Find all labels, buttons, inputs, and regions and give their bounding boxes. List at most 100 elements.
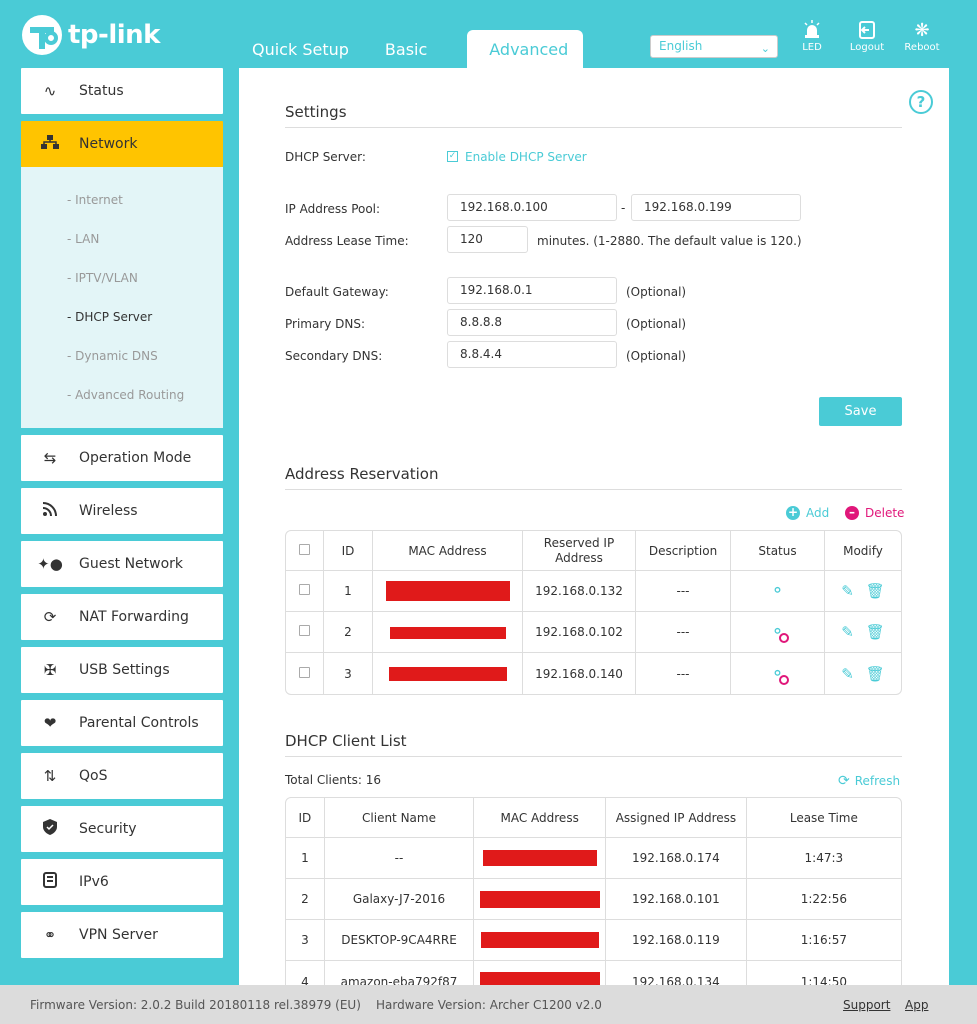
led-label: LED xyxy=(802,42,822,53)
lease-time-input[interactable]: 120 xyxy=(447,226,528,253)
sidebar-item-network[interactable]: Network xyxy=(21,121,223,167)
logout-button[interactable]: Logout xyxy=(843,20,891,53)
edit-icon[interactable]: ✎ xyxy=(841,623,854,641)
sub-item-dhcp-server[interactable]: - DHCP Server xyxy=(67,310,153,324)
row-lease-time: 1:47:3 xyxy=(746,838,901,879)
sidebar-item-ipv6[interactable]: IPv6 xyxy=(21,859,223,905)
enable-dhcp-checkbox[interactable]: ✓ xyxy=(447,151,458,162)
sidebar-item-label: Parental Controls xyxy=(79,715,199,731)
primary-dns-input[interactable]: 8.8.8.8 xyxy=(447,309,617,336)
redacted-mac xyxy=(389,626,506,639)
select-all-checkbox-cell[interactable] xyxy=(286,531,324,571)
select-all-checkbox[interactable] xyxy=(299,543,310,555)
ipv6-icon xyxy=(21,872,79,892)
trash-icon[interactable]: 🗑 xyxy=(865,582,885,600)
sidebar-item-guest-network[interactable]: ✦● Guest Network xyxy=(21,541,223,587)
row-id: 4 xyxy=(286,961,325,985)
column-header: MAC Address xyxy=(373,531,523,571)
primary-dns-label: Primary DNS: xyxy=(285,317,366,331)
wireless-icon xyxy=(21,502,79,520)
tab-quick-setup[interactable]: Quick Setup xyxy=(252,40,349,59)
column-header: Description xyxy=(636,531,731,571)
row-id: 1 xyxy=(286,838,325,879)
add-button[interactable]: + Add xyxy=(786,506,829,520)
tab-basic[interactable]: Basic xyxy=(384,40,428,59)
row-checkbox[interactable] xyxy=(299,666,310,678)
led-button[interactable]: LED xyxy=(788,20,836,53)
sidebar-item-status[interactable]: ∿ Status xyxy=(21,68,223,114)
minus-icon: – xyxy=(845,506,859,520)
default-gateway-input[interactable]: 192.168.0.1 xyxy=(447,277,617,304)
status-disabled-icon[interactable]: ⚬ xyxy=(770,622,789,643)
row-client-name: amazon-eba792f87 xyxy=(325,961,475,985)
qos-icon: ⇅ xyxy=(43,767,57,785)
row-lease-time: 1:16:57 xyxy=(746,920,901,961)
refresh-button[interactable]: ⟳ Refresh xyxy=(838,773,900,789)
sidebar-item-label: Status xyxy=(79,83,124,99)
sidebar-item-security[interactable]: Security xyxy=(21,806,223,852)
column-header: Modify xyxy=(825,531,901,571)
help-icon[interactable]: ? xyxy=(909,90,933,114)
reboot-button[interactable]: ❋ Reboot xyxy=(898,20,946,53)
firmware-version: Firmware Version: 2.0.2 Build 20180118 r… xyxy=(30,998,361,1012)
reboot-label: Reboot xyxy=(904,42,940,53)
column-header: Status xyxy=(731,531,825,571)
edit-icon[interactable]: ✎ xyxy=(841,664,854,683)
divider xyxy=(285,756,902,757)
network-submenu: - Internet - LAN - IPTV/VLAN - DHCP Serv… xyxy=(21,167,223,428)
sidebar-item-label: IPv6 xyxy=(79,874,109,890)
secondary-dns-input[interactable]: 8.8.4.4 xyxy=(447,341,617,368)
status-enabled-icon[interactable]: ⚬ xyxy=(770,581,785,601)
language-select[interactable]: English ⌄ xyxy=(650,35,778,58)
language-value: English xyxy=(659,39,703,53)
row-description: --- xyxy=(636,653,731,694)
support-link[interactable]: Support xyxy=(843,998,891,1012)
save-button[interactable]: Save xyxy=(819,397,902,426)
status-disabled-icon[interactable]: ⚬ xyxy=(770,664,789,685)
trash-icon[interactable]: 🗑 xyxy=(865,664,885,683)
lease-time-label: Address Lease Time: xyxy=(285,234,409,248)
sidebar-item-wireless[interactable]: Wireless xyxy=(21,488,223,534)
bulb-icon xyxy=(788,20,836,42)
sidebar-item-usb-settings[interactable]: ✠ USB Settings xyxy=(21,647,223,693)
sidebar-item-parental-controls[interactable]: ❤ Parental Controls xyxy=(21,700,223,746)
sub-item-dynamic-dns[interactable]: - Dynamic DNS xyxy=(67,349,158,363)
delete-button[interactable]: – Delete xyxy=(845,506,904,520)
sub-item-iptv-vlan[interactable]: - IPTV/VLAN xyxy=(67,271,138,285)
vpn-icon: ⚭ xyxy=(43,926,57,944)
divider xyxy=(285,489,902,490)
app-link[interactable]: App xyxy=(905,998,929,1012)
sub-item-advanced-routing[interactable]: - Advanced Routing xyxy=(67,388,185,402)
column-header: MAC Address xyxy=(474,798,607,838)
refresh-icon: ⟳ xyxy=(838,773,850,789)
optional-hint: (Optional) xyxy=(626,317,687,331)
ip-pool-end-input[interactable]: 192.168.0.199 xyxy=(631,194,801,221)
tab-advanced[interactable]: Advanced xyxy=(467,30,584,68)
sidebar-item-qos[interactable]: ⇅ QoS xyxy=(21,753,223,799)
row-ip: 192.168.0.140 xyxy=(523,653,636,694)
row-checkbox[interactable] xyxy=(299,625,310,636)
secondary-dns-label: Secondary DNS: xyxy=(285,349,383,363)
sub-item-lan[interactable]: - LAN xyxy=(67,232,100,246)
sidebar-item-vpn-server[interactable]: ⚭ VPN Server xyxy=(21,912,223,958)
network-icon xyxy=(21,135,79,153)
ip-pool-start-input[interactable]: 192.168.0.100 xyxy=(447,194,617,221)
redacted-mac xyxy=(480,932,599,948)
edit-icon[interactable]: ✎ xyxy=(841,582,854,600)
redacted-mac xyxy=(479,890,600,908)
column-header: Reserved IP Address xyxy=(523,531,636,571)
row-checkbox[interactable] xyxy=(299,584,310,595)
guest-network-icon: ✦● xyxy=(37,555,63,573)
sidebar-item-nat-forwarding[interactable]: ⟳ NAT Forwarding xyxy=(21,594,223,640)
column-header: Client Name xyxy=(324,798,475,838)
trash-icon[interactable]: 🗑 xyxy=(865,623,885,641)
logout-icon xyxy=(843,20,891,42)
sub-item-internet[interactable]: - Internet xyxy=(67,193,123,207)
row-client-name: -- xyxy=(324,838,475,879)
ip-pool-label: IP Address Pool: xyxy=(285,202,381,216)
parental-icon: ❤ xyxy=(43,714,57,732)
redacted-mac xyxy=(479,971,600,985)
table-row: 1 192.168.0.132 --- ⚬ ✎ 🗑 xyxy=(286,571,901,612)
sidebar-item-operation-mode[interactable]: ⇆ Operation Mode xyxy=(21,435,223,481)
enable-dhcp-label[interactable]: Enable DHCP Server xyxy=(465,150,587,164)
